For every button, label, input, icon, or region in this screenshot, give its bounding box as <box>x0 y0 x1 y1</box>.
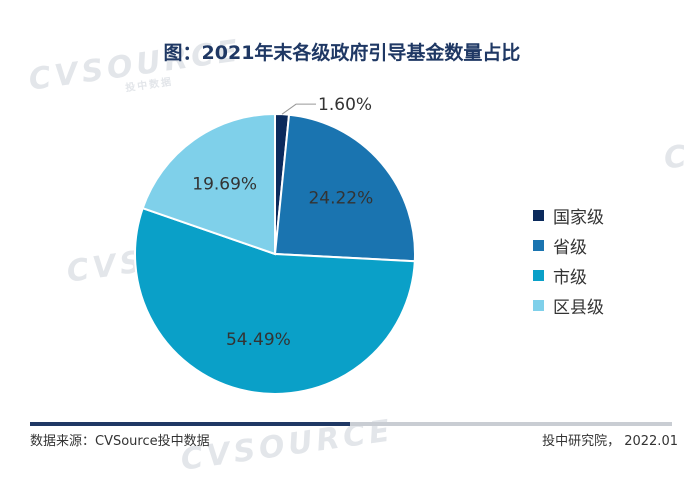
footer-divider-light <box>350 422 672 426</box>
slice-label: 1.60% <box>318 95 372 115</box>
legend-swatch <box>533 239 544 251</box>
legend-item: 市级 <box>533 260 604 290</box>
pie-slice <box>273 113 416 263</box>
slice-label: 24.22% <box>308 188 373 208</box>
pie-slice <box>134 206 416 395</box>
slice-leader-line <box>281 103 317 115</box>
slice-label: 19.69% <box>192 174 257 194</box>
legend-swatch <box>533 299 544 311</box>
legend-label: 省级 <box>553 237 587 258</box>
slice-label: 54.49% <box>226 330 291 350</box>
report-credit: 投中研究院， 2022.01 <box>542 434 678 449</box>
legend-item: 省级 <box>533 230 604 260</box>
data-source: 数据来源：CVSource投中数据 <box>30 434 210 449</box>
legend-item: 区县级 <box>533 290 604 320</box>
legend-label: 区县级 <box>553 297 604 318</box>
chart-title: 图：2021年末各级政府引导基金数量占比 <box>163 42 521 64</box>
pie-chart: 1.60% 24.22% 54.49% 19.69% <box>134 95 416 395</box>
legend-label: 国家级 <box>553 207 604 228</box>
legend-item: 国家级 <box>533 200 604 230</box>
legend-swatch <box>533 209 544 221</box>
footer-divider-dark <box>30 422 350 426</box>
legend-swatch <box>533 269 544 281</box>
legend-label: 市级 <box>553 267 587 288</box>
pie-slice <box>141 112 276 256</box>
chart-legend: 国家级 省级 市级 区县级 <box>533 200 604 320</box>
